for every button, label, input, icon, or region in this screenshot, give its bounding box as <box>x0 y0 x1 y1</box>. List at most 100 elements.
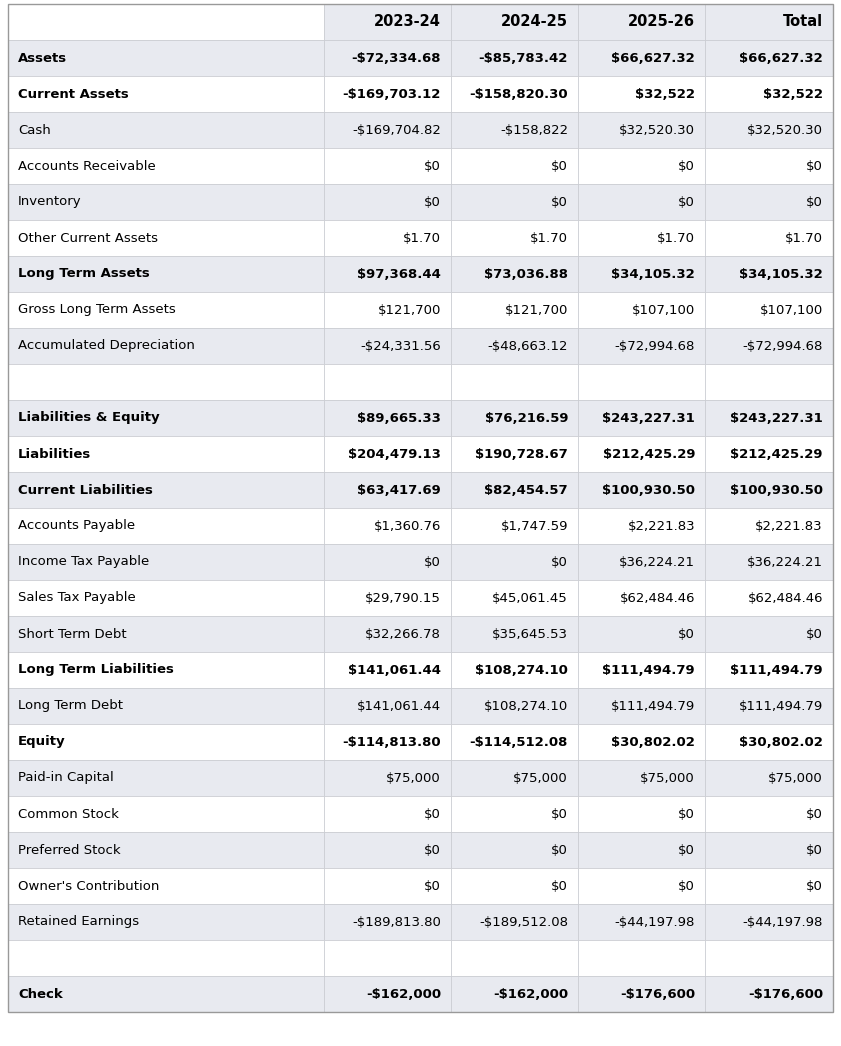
Text: $34,105.32: $34,105.32 <box>611 268 696 280</box>
Text: -$189,512.08: -$189,512.08 <box>479 915 568 929</box>
Bar <box>324 940 451 976</box>
Bar <box>324 904 451 940</box>
Bar <box>451 436 578 472</box>
Bar <box>8 724 324 760</box>
Bar <box>705 436 833 472</box>
Text: -$85,783.42: -$85,783.42 <box>479 51 568 65</box>
Bar <box>324 112 451 147</box>
Bar <box>705 724 833 760</box>
Bar <box>578 436 705 472</box>
Text: $66,627.32: $66,627.32 <box>611 51 696 65</box>
Bar <box>578 904 705 940</box>
Bar <box>451 760 578 796</box>
Text: $32,266.78: $32,266.78 <box>365 628 441 640</box>
Text: Total: Total <box>783 15 823 29</box>
Text: $66,627.32: $66,627.32 <box>739 51 823 65</box>
Bar <box>8 940 324 976</box>
Bar <box>578 868 705 904</box>
Text: $0: $0 <box>807 196 823 208</box>
Bar <box>451 652 578 688</box>
Bar <box>451 364 578 400</box>
Bar <box>8 112 324 147</box>
Text: $100,930.50: $100,930.50 <box>730 483 823 497</box>
Bar <box>578 579 705 616</box>
Text: $111,494.79: $111,494.79 <box>611 700 696 712</box>
Bar <box>578 760 705 796</box>
Bar <box>705 868 833 904</box>
Text: -$44,197.98: -$44,197.98 <box>615 915 696 929</box>
Bar <box>451 616 578 652</box>
Bar <box>324 508 451 544</box>
Bar <box>8 652 324 688</box>
Bar <box>705 832 833 868</box>
Bar <box>451 688 578 724</box>
Text: -$169,703.12: -$169,703.12 <box>342 88 441 100</box>
Bar <box>8 436 324 472</box>
Bar <box>705 760 833 796</box>
Bar <box>705 220 833 256</box>
Text: -$72,334.68: -$72,334.68 <box>352 51 441 65</box>
Bar <box>324 688 451 724</box>
Text: -$44,197.98: -$44,197.98 <box>743 915 823 929</box>
Bar <box>8 364 324 400</box>
Bar <box>324 544 451 579</box>
Bar <box>705 76 833 112</box>
Text: $0: $0 <box>807 159 823 173</box>
Text: $30,802.02: $30,802.02 <box>611 735 696 749</box>
Bar <box>451 940 578 976</box>
Text: -$114,813.80: -$114,813.80 <box>342 735 441 749</box>
Bar <box>705 40 833 76</box>
Text: $1.70: $1.70 <box>530 231 568 245</box>
Bar <box>8 904 324 940</box>
Text: $36,224.21: $36,224.21 <box>747 555 823 568</box>
Bar <box>705 579 833 616</box>
Text: Liabilities & Equity: Liabilities & Equity <box>18 411 160 425</box>
Text: -$162,000: -$162,000 <box>493 987 568 1001</box>
Text: Paid-in Capital: Paid-in Capital <box>18 772 114 784</box>
Bar <box>705 292 833 328</box>
Text: $32,522: $32,522 <box>763 88 823 100</box>
Bar <box>451 832 578 868</box>
Bar <box>451 40 578 76</box>
Text: $100,930.50: $100,930.50 <box>602 483 696 497</box>
Text: $0: $0 <box>678 880 696 892</box>
Text: Income Tax Payable: Income Tax Payable <box>18 555 149 568</box>
Text: $0: $0 <box>424 159 441 173</box>
Text: $2,221.83: $2,221.83 <box>627 520 696 532</box>
Bar <box>705 472 833 508</box>
Text: $30,802.02: $30,802.02 <box>739 735 823 749</box>
Bar <box>8 868 324 904</box>
Bar <box>324 4 451 40</box>
Bar <box>324 328 451 364</box>
Bar <box>8 832 324 868</box>
Bar <box>324 724 451 760</box>
Text: $0: $0 <box>551 555 568 568</box>
Text: Current Liabilities: Current Liabilities <box>18 483 153 497</box>
Bar <box>451 904 578 940</box>
Bar <box>324 400 451 436</box>
Bar <box>324 976 451 1011</box>
Bar <box>8 40 324 76</box>
Text: -$189,813.80: -$189,813.80 <box>352 915 441 929</box>
Bar <box>578 832 705 868</box>
Text: Check: Check <box>18 987 63 1001</box>
Bar <box>705 508 833 544</box>
Text: Long Term Assets: Long Term Assets <box>18 268 150 280</box>
Text: $0: $0 <box>551 159 568 173</box>
Text: -$176,600: -$176,600 <box>620 987 696 1001</box>
Text: Other Current Assets: Other Current Assets <box>18 231 158 245</box>
Bar <box>705 184 833 220</box>
Text: $2,221.83: $2,221.83 <box>755 520 823 532</box>
Bar <box>705 328 833 364</box>
Text: $36,224.21: $36,224.21 <box>619 555 696 568</box>
Text: $75,000: $75,000 <box>386 772 441 784</box>
Bar <box>578 472 705 508</box>
Bar <box>8 256 324 292</box>
Text: $0: $0 <box>551 196 568 208</box>
Bar <box>578 76 705 112</box>
Bar <box>324 147 451 184</box>
Text: -$158,822: -$158,822 <box>500 123 568 136</box>
Bar <box>578 400 705 436</box>
Bar <box>324 436 451 472</box>
Bar <box>451 147 578 184</box>
